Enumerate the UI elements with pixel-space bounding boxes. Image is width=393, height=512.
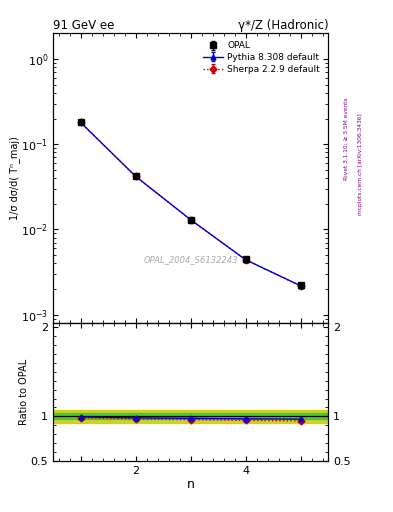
Bar: [53, 413, 328, 419]
Text: γ*/Z (Hadronic): γ*/Z (Hadronic): [237, 19, 328, 32]
Y-axis label: Ratio to OPAL: Ratio to OPAL: [19, 359, 29, 425]
Legend: OPAL, Pythia 8.308 default, Sherpa 2.2.9 default: OPAL, Pythia 8.308 default, Sherpa 2.2.9…: [199, 38, 324, 77]
Text: Rivet 3.1.10; ≥ 3.5M events: Rivet 3.1.10; ≥ 3.5M events: [344, 97, 349, 180]
Text: mcplots.cern.ch [arXiv:1306.3436]: mcplots.cern.ch [arXiv:1306.3436]: [358, 113, 363, 215]
Text: 91 GeV ee: 91 GeV ee: [53, 19, 114, 32]
Y-axis label: 1/σ dσ/d( Tⁿ_maj): 1/σ dσ/d( Tⁿ_maj): [9, 136, 20, 220]
Bar: [53, 410, 328, 422]
X-axis label: n: n: [187, 478, 195, 492]
Text: OPAL_2004_S6132243: OPAL_2004_S6132243: [143, 254, 238, 264]
